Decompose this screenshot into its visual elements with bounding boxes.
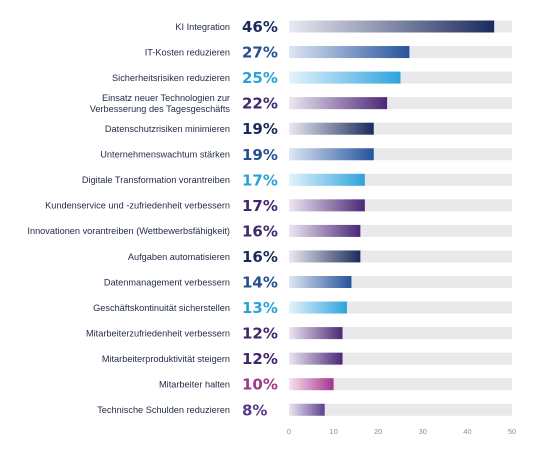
category-label: Mitarbeiterzufriedenheit verbessern (86, 328, 230, 338)
x-tick-label: 50 (508, 427, 516, 436)
category-labels: KI Integration IT-Kosten reduzieren Sicher… (27, 22, 230, 415)
bar (289, 327, 343, 340)
value-label: 17% (242, 171, 278, 189)
bar (289, 403, 325, 416)
category-label: Mitarbeiterproduktivität steigern (102, 354, 230, 364)
category-label: Sicherheitsrisiken reduzieren (112, 73, 230, 83)
category-label: Unternehmenswachtum stärken (100, 150, 230, 160)
value-label: 14% (242, 274, 278, 292)
bar-track (289, 403, 512, 416)
bar (289, 148, 374, 161)
value-labels: 46% 27% 25% 22% 19% 19% 17% 17% 16% 16% 14% 13% 12% 1… (242, 18, 278, 419)
bar-track (289, 378, 512, 391)
category-label: Datenschutzrisiken minimieren (105, 124, 230, 134)
category-label: Technische Schulden reduzieren (97, 405, 230, 415)
value-label: 19% (242, 146, 278, 164)
category-label: Mitarbeiter halten (159, 380, 230, 390)
bar (289, 173, 365, 186)
category-label: Datenmanagement verbessern (104, 277, 230, 287)
value-label: 10% (242, 376, 278, 394)
category-label: Kundenservice und -zufriedenheit verbess… (45, 201, 230, 211)
bar (289, 250, 361, 263)
category-label: Digitale Transformation vorantreiben (82, 175, 230, 185)
value-label: 16% (242, 248, 278, 266)
bar (289, 46, 410, 59)
bar (289, 301, 347, 314)
value-label: 13% (242, 299, 278, 317)
bar (289, 378, 334, 391)
category-label: KI Integration (175, 22, 230, 32)
value-label: 12% (242, 325, 278, 343)
x-tick-label: 0 (287, 427, 291, 436)
category-label: Geschäftskontinuität sicherstellen (93, 303, 230, 313)
value-label: 25% (242, 69, 278, 87)
bar (289, 224, 361, 237)
bar-track (289, 327, 512, 340)
value-label: 22% (242, 95, 278, 113)
bars (289, 20, 495, 416)
category-label: IT-Kosten reduzieren (145, 47, 230, 57)
value-label: 16% (242, 222, 278, 240)
bar (289, 20, 495, 33)
value-label: 27% (242, 44, 278, 62)
bar (289, 276, 352, 288)
bar (289, 71, 401, 84)
x-tick-label: 30 (419, 427, 427, 436)
x-tick-label: 40 (463, 427, 471, 436)
value-label: 8% (242, 401, 267, 419)
value-label: 17% (242, 197, 278, 215)
x-tick-label: 20 (374, 427, 382, 436)
value-label: 19% (242, 120, 278, 138)
bar (289, 199, 365, 212)
category-label: Einsatz neuer Technologien zur Verbesseru… (90, 93, 231, 114)
bar (289, 352, 343, 365)
value-label: 46% (242, 18, 278, 36)
category-label: Aufgaben automatisieren (128, 252, 230, 262)
bar-track (289, 352, 512, 365)
bar (289, 97, 388, 110)
category-label: Innovationen vorantreiben (Wettbewerbsfä… (27, 226, 230, 236)
bar (289, 122, 374, 135)
x-tick-label: 10 (329, 427, 337, 436)
x-axis-ticks: 0 10 20 30 40 50 (287, 427, 516, 436)
value-label: 12% (242, 350, 278, 368)
